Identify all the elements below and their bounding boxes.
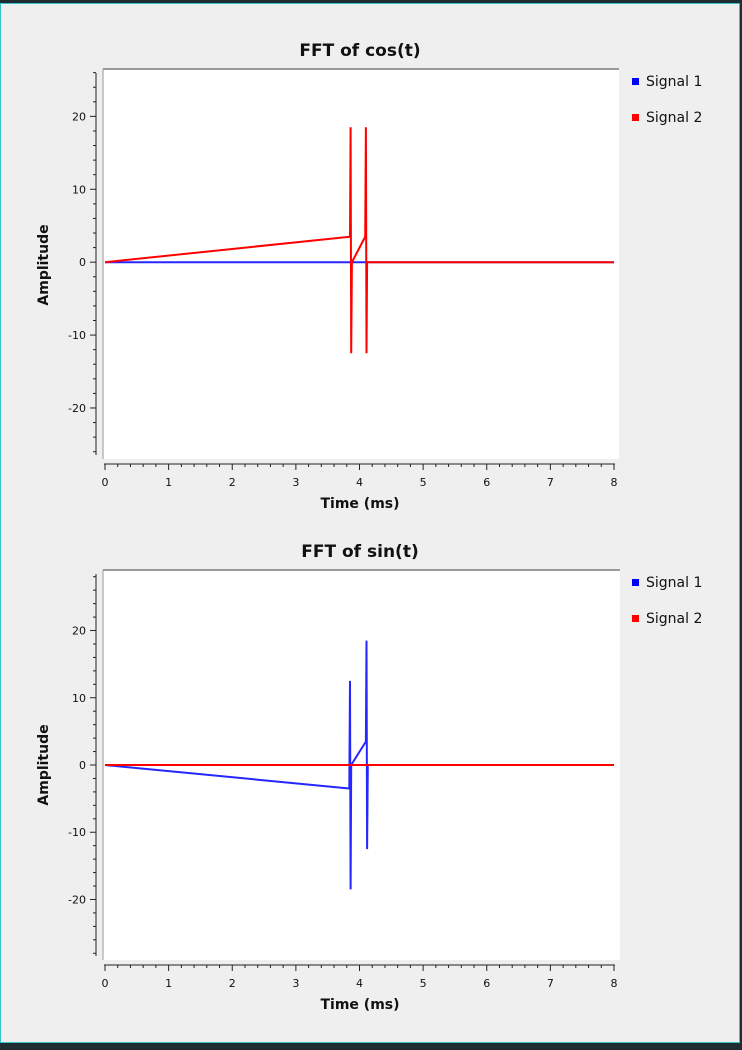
x-tick-label: 8 — [611, 977, 618, 990]
x-tick-label: 6 — [483, 977, 490, 990]
x-tick-label: 4 — [356, 977, 363, 990]
x-tick-label: 5 — [420, 977, 427, 990]
y-tick-label: -20 — [68, 402, 86, 415]
y-axis-label: Amplitude — [36, 224, 52, 305]
sin-fft-chart: FFT of sin(t) Time (ms) Amplitude -20 -10… — [36, 542, 702, 1013]
y-tick-label: 10 — [72, 183, 86, 196]
x-tick-label: 3 — [292, 977, 299, 990]
legend-swatch-2 — [632, 114, 639, 121]
y-tick-label: -20 — [68, 893, 86, 906]
x-tick-label: 2 — [229, 476, 236, 489]
x-tick-label: 2 — [229, 977, 236, 990]
chart-title: FFT of sin(t) — [301, 542, 418, 562]
x-tick-label: 3 — [292, 476, 299, 489]
y-tick-label: -10 — [68, 826, 86, 839]
y-tick-label: 0 — [79, 256, 86, 269]
legend-swatch-1 — [632, 78, 639, 85]
y-tick-label: -10 — [68, 329, 86, 342]
x-tick-label: 4 — [356, 476, 363, 489]
x-tick-label: 7 — [547, 977, 554, 990]
x-tick-label: 1 — [165, 476, 172, 489]
legend-label-2: Signal 2 — [646, 611, 702, 627]
legend-label-1: Signal 1 — [646, 575, 702, 591]
y-tick-label: 0 — [79, 759, 86, 772]
cos-fft-chart: FFT of cos(t) Time (ms) Amplitude -20 -10… — [36, 41, 702, 512]
y-tick-label: 20 — [72, 625, 86, 638]
legend-label-1: Signal 1 — [646, 74, 702, 90]
series-line-2 — [104, 127, 614, 354]
y-axis-label: Amplitude — [36, 724, 52, 805]
legend-swatch-2 — [632, 615, 639, 622]
x-tick-label: 6 — [483, 476, 490, 489]
x-axis-label: Time (ms) — [320, 997, 399, 1013]
y-tick-label: 20 — [72, 110, 86, 123]
x-tick-label: 7 — [547, 476, 554, 489]
x-axis-label: Time (ms) — [320, 496, 399, 512]
x-tick-label: 8 — [611, 476, 618, 489]
chart-title: FFT of cos(t) — [299, 41, 420, 61]
y-tick-label: 10 — [72, 692, 86, 705]
series-line-1 — [104, 640, 614, 890]
legend-swatch-1 — [632, 579, 639, 586]
x-tick-label: 0 — [102, 977, 109, 990]
x-tick-label: 0 — [102, 476, 109, 489]
legend-label-2: Signal 2 — [646, 110, 702, 126]
x-tick-label: 1 — [165, 977, 172, 990]
plot-canvas — [103, 69, 619, 459]
x-tick-label: 5 — [420, 476, 427, 489]
